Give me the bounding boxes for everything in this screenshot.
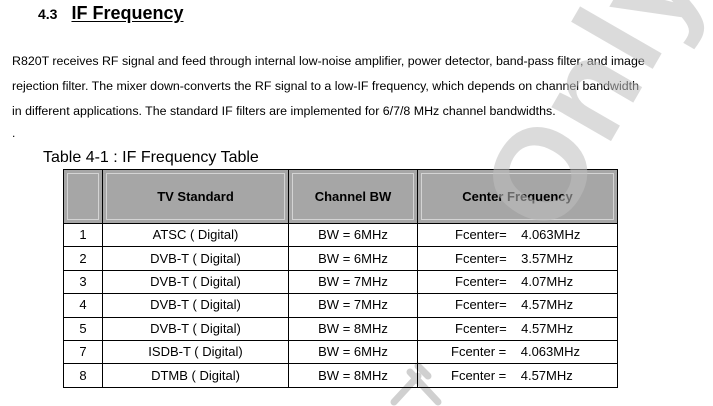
cell-index: 2 <box>63 246 103 271</box>
section-number: 4.3 <box>38 6 58 22</box>
cell-tv-standard: DVB-T ( Digital) <box>102 246 289 271</box>
cell-center-frequency: Fcenter = 4.57MHz <box>417 363 618 388</box>
header-tv-standard: TV Standard <box>102 169 289 224</box>
cell-channel-bw: BW = 6MHz <box>288 222 418 248</box>
cell-index: 1 <box>63 222 103 248</box>
cell-index: 5 <box>63 316 103 341</box>
cell-center-frequency: Fcenter= 4.063MHz <box>417 222 618 248</box>
cell-center-frequency: Fcenter = 4.063MHz <box>417 339 618 365</box>
cell-tv-standard: DTMB ( Digital) <box>102 363 289 388</box>
cell-center-frequency: Fcenter= 4.07MHz <box>417 269 618 295</box>
cell-index: 4 <box>63 293 103 318</box>
cell-tv-standard: DVB-T ( Digital) <box>102 269 289 295</box>
table-row: 3 DVB-T ( Digital) BW = 7MHz Fcenter= 4.… <box>63 269 618 295</box>
table-row: 7 ISDB-T ( Digital) BW = 6MHz Fcenter = … <box>63 339 618 365</box>
if-frequency-table: TV Standard Channel BW Center Frequency … <box>63 169 618 388</box>
table-row: 8 DTMB ( Digital) BW = 8MHz Fcenter = 4.… <box>63 363 618 388</box>
cell-channel-bw: BW = 6MHz <box>288 246 418 271</box>
header-index <box>63 169 103 224</box>
cell-tv-standard: DVB-T ( Digital) <box>102 293 289 318</box>
table-row: 5 DVB-T ( Digital) BW = 8MHz Fcenter= 4.… <box>63 316 618 341</box>
cell-index: 7 <box>63 339 103 365</box>
header-center-frequency: Center Frequency <box>417 169 618 224</box>
cell-channel-bw: BW = 6MHz <box>288 339 418 365</box>
table-row: 1 ATSC ( Digital) BW = 6MHz Fcenter= 4.0… <box>63 222 618 248</box>
body-paragraph: R820T receives RF signal and feed throug… <box>12 49 707 124</box>
cell-tv-standard: ISDB-T ( Digital) <box>102 339 289 365</box>
paragraph-line: rejection filter. The mixer down-convert… <box>12 79 639 93</box>
table-header-row: TV Standard Channel BW Center Frequency <box>63 169 618 224</box>
cell-tv-standard: DVB-T ( Digital) <box>102 316 289 341</box>
paragraph-line: R820T receives RF signal and feed throug… <box>12 54 645 68</box>
cell-index: 3 <box>63 269 103 295</box>
table-caption: Table 4-1 : IF Frequency Table <box>43 149 259 166</box>
cell-index: 8 <box>63 363 103 388</box>
cell-channel-bw: BW = 7MHz <box>288 269 418 295</box>
cell-channel-bw: BW = 8MHz <box>288 316 418 341</box>
table-row: 2 DVB-T ( Digital) BW = 6MHz Fcenter= 3.… <box>63 246 618 271</box>
header-channel-bw: Channel BW <box>288 169 418 224</box>
cell-center-frequency: Fcenter= 3.57MHz <box>417 246 618 271</box>
stray-mark: . <box>12 126 16 140</box>
section-heading: 4.3 IF Frequency <box>38 3 184 27</box>
cell-channel-bw: BW = 8MHz <box>288 363 418 388</box>
cell-tv-standard: ATSC ( Digital) <box>102 222 289 248</box>
cell-center-frequency: Fcenter= 4.57MHz <box>417 316 618 341</box>
cell-center-frequency: Fcenter= 4.57MHz <box>417 293 618 318</box>
table-row: 4 DVB-T ( Digital) BW = 7MHz Fcenter= 4.… <box>63 293 618 318</box>
paragraph-line: in different applications. The standard … <box>12 104 556 118</box>
section-title: IF Frequency <box>71 3 184 23</box>
cell-channel-bw: BW = 7MHz <box>288 293 418 318</box>
